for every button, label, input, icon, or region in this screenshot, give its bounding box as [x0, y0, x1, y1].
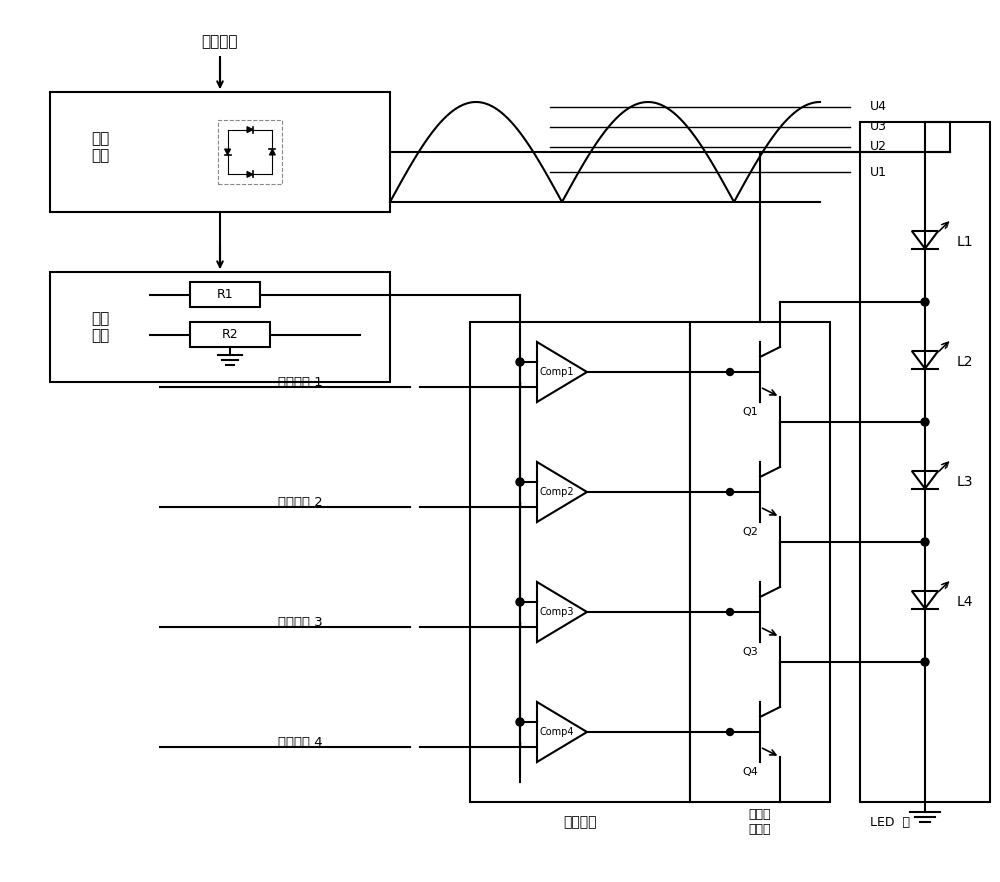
- Polygon shape: [537, 462, 587, 522]
- Text: U2: U2: [870, 140, 887, 153]
- Text: L2: L2: [957, 355, 973, 369]
- Text: U3: U3: [870, 121, 887, 133]
- Text: U1: U1: [870, 166, 887, 178]
- Circle shape: [921, 298, 929, 306]
- Circle shape: [726, 609, 734, 616]
- Text: R2: R2: [222, 328, 238, 341]
- Circle shape: [921, 658, 929, 666]
- Text: 交流市电: 交流市电: [202, 34, 238, 49]
- Text: Comp1: Comp1: [540, 367, 574, 377]
- Text: 参考电压 3: 参考电压 3: [278, 616, 322, 629]
- Circle shape: [921, 418, 929, 426]
- Text: 参考电压 1: 参考电压 1: [278, 376, 322, 388]
- Polygon shape: [225, 149, 231, 155]
- Bar: [190, 322, 270, 347]
- Polygon shape: [912, 351, 938, 369]
- Circle shape: [516, 358, 524, 366]
- Polygon shape: [912, 231, 938, 249]
- Text: 高压开
关电路: 高压开 关电路: [749, 808, 771, 836]
- Text: 整流
电路: 整流 电路: [91, 131, 109, 163]
- Circle shape: [516, 598, 524, 606]
- Polygon shape: [537, 342, 587, 402]
- Text: L4: L4: [957, 595, 973, 609]
- Text: 分压
电路: 分压 电路: [91, 310, 109, 343]
- Bar: [860, 122, 990, 802]
- Circle shape: [921, 538, 929, 546]
- Circle shape: [516, 718, 524, 726]
- Text: L3: L3: [957, 475, 973, 489]
- Circle shape: [726, 489, 734, 496]
- Text: Comp2: Comp2: [540, 487, 574, 497]
- Text: 参考电压 4: 参考电压 4: [278, 736, 322, 749]
- Text: Q4: Q4: [742, 767, 758, 777]
- Polygon shape: [269, 149, 275, 155]
- Circle shape: [516, 478, 524, 486]
- Text: Comp3: Comp3: [540, 607, 574, 617]
- Text: 参考电压 2: 参考电压 2: [278, 496, 322, 509]
- Polygon shape: [247, 171, 253, 177]
- Polygon shape: [912, 591, 938, 609]
- Circle shape: [726, 369, 734, 376]
- Text: Comp4: Comp4: [540, 727, 574, 737]
- Text: L1: L1: [957, 235, 973, 249]
- Text: Q1: Q1: [742, 407, 758, 417]
- Polygon shape: [912, 471, 938, 489]
- Bar: [190, 282, 260, 307]
- Bar: [690, 322, 830, 802]
- Text: LED  灯: LED 灯: [870, 816, 910, 828]
- Text: R1: R1: [217, 288, 233, 301]
- Polygon shape: [537, 702, 587, 762]
- Text: Q3: Q3: [742, 647, 758, 657]
- Circle shape: [726, 729, 734, 736]
- Bar: [50, 92, 390, 212]
- Bar: [218, 120, 282, 184]
- Bar: [50, 272, 390, 382]
- Polygon shape: [537, 582, 587, 642]
- Text: Q2: Q2: [742, 527, 758, 537]
- Polygon shape: [247, 127, 253, 132]
- Bar: [470, 322, 690, 802]
- Text: 比较器组: 比较器组: [563, 815, 597, 829]
- Text: U4: U4: [870, 101, 887, 114]
